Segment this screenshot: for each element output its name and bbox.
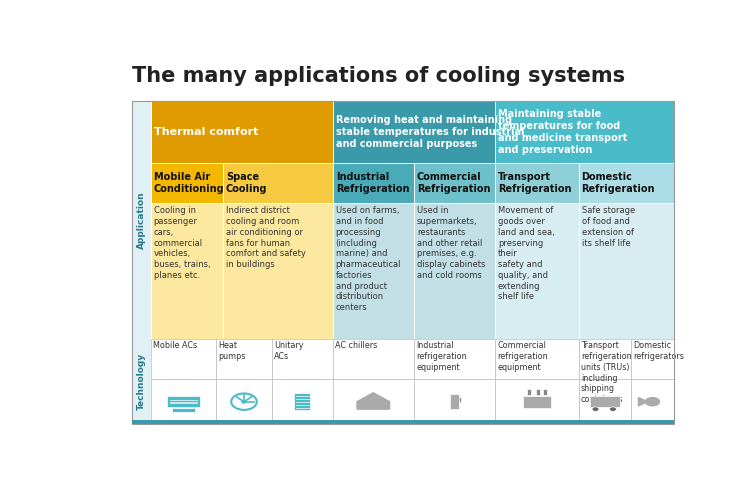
Bar <box>579 379 631 424</box>
Text: Space
Cooling: Space Cooling <box>226 172 267 194</box>
Text: Mobile Air
Conditioning: Mobile Air Conditioning <box>154 172 224 194</box>
Bar <box>579 163 674 203</box>
Circle shape <box>592 407 599 411</box>
Bar <box>272 379 333 424</box>
Bar <box>333 339 414 379</box>
Bar <box>495 339 579 379</box>
Bar <box>272 339 333 379</box>
Text: Industrial
refrigeration
equipment: Industrial refrigeration equipment <box>416 341 466 372</box>
Text: Industrial
Refrigeration: Industrial Refrigeration <box>336 172 410 194</box>
Text: Cooling in
passenger
cars,
commercial
vehicles,
buses, trains,
planes etc.: Cooling in passenger cars, commercial ve… <box>154 206 210 280</box>
Bar <box>590 396 620 407</box>
Text: Mobile ACs: Mobile ACs <box>153 341 197 350</box>
Text: Domestic
Refrigeration: Domestic Refrigeration <box>581 172 655 194</box>
Bar <box>333 101 495 163</box>
Bar <box>523 396 550 408</box>
Text: Used in
supermarkets,
restaurants
and other retail
premises, e.g.
display cabine: Used in supermarkets, restaurants and ot… <box>417 206 485 280</box>
Bar <box>223 163 333 203</box>
Text: Domestic
refrigerators: Domestic refrigerators <box>633 341 684 361</box>
Text: Thermal comfort: Thermal comfort <box>154 127 259 137</box>
Text: Transport
Refrigeration: Transport Refrigeration <box>498 172 572 194</box>
Bar <box>223 203 333 339</box>
Bar <box>172 408 195 412</box>
Text: Heat
pumps: Heat pumps <box>218 341 246 361</box>
Text: Unitary
ACs: Unitary ACs <box>274 341 304 361</box>
Text: Removing heat and maintaining
stable temperatures for industrial
and commercial : Removing heat and maintaining stable tem… <box>336 115 525 149</box>
Bar <box>216 339 272 379</box>
Text: The many applications of cooling systems: The many applications of cooling systems <box>131 66 625 86</box>
Polygon shape <box>638 397 646 406</box>
Text: Commercial
Refrigeration: Commercial Refrigeration <box>417 172 491 194</box>
Bar <box>216 379 272 424</box>
Bar <box>414 339 495 379</box>
Bar <box>631 339 674 379</box>
Bar <box>495 163 579 203</box>
Bar <box>151 203 223 339</box>
Circle shape <box>610 407 616 411</box>
Bar <box>131 101 151 424</box>
Bar <box>151 379 216 424</box>
Bar <box>167 396 200 407</box>
Bar <box>495 203 579 339</box>
Bar <box>579 339 631 379</box>
Polygon shape <box>357 393 389 409</box>
Bar <box>543 389 547 395</box>
Bar <box>333 203 414 339</box>
Bar <box>495 101 674 163</box>
Bar <box>459 397 461 402</box>
Circle shape <box>231 393 256 410</box>
Bar <box>631 379 674 424</box>
Circle shape <box>242 400 247 404</box>
Bar <box>294 393 310 410</box>
Text: Movement of
goods over
land and sea,
preserving
their
safety and
quality, and
ex: Movement of goods over land and sea, pre… <box>498 206 554 302</box>
Bar <box>579 203 674 339</box>
Text: Application: Application <box>136 191 146 249</box>
Text: Safe storage
of food and
extension of
its shelf life: Safe storage of food and extension of it… <box>581 206 634 248</box>
Bar <box>414 379 495 424</box>
Bar <box>526 389 531 395</box>
Text: Indirect district
cooling and room
air conditioning or
fans for human
comfort an: Indirect district cooling and room air c… <box>226 206 306 269</box>
Bar <box>151 339 216 379</box>
Bar <box>495 379 579 424</box>
Bar <box>131 420 674 424</box>
Polygon shape <box>646 397 659 406</box>
Text: Technology: Technology <box>136 353 146 410</box>
Bar <box>450 394 459 409</box>
Bar <box>151 101 333 163</box>
Bar <box>333 379 414 424</box>
Text: Maintaining stable
temperatures for food
and medicine transport
and preservation: Maintaining stable temperatures for food… <box>499 109 628 155</box>
Bar <box>131 101 674 424</box>
Bar <box>414 203 495 339</box>
Bar <box>414 163 495 203</box>
Text: AC chillers: AC chillers <box>335 341 377 350</box>
Bar <box>333 163 414 203</box>
Text: Transport
refrigeration
units (TRUs)
including
shipping
containers: Transport refrigeration units (TRUs) inc… <box>581 341 632 404</box>
Bar <box>536 389 540 395</box>
Text: Commercial
refrigeration
equipment: Commercial refrigeration equipment <box>497 341 548 372</box>
Text: Used on farms,
and in food
processing
(including
marine) and
pharmaceutical
fact: Used on farms, and in food processing (i… <box>336 206 401 312</box>
Bar <box>151 163 223 203</box>
